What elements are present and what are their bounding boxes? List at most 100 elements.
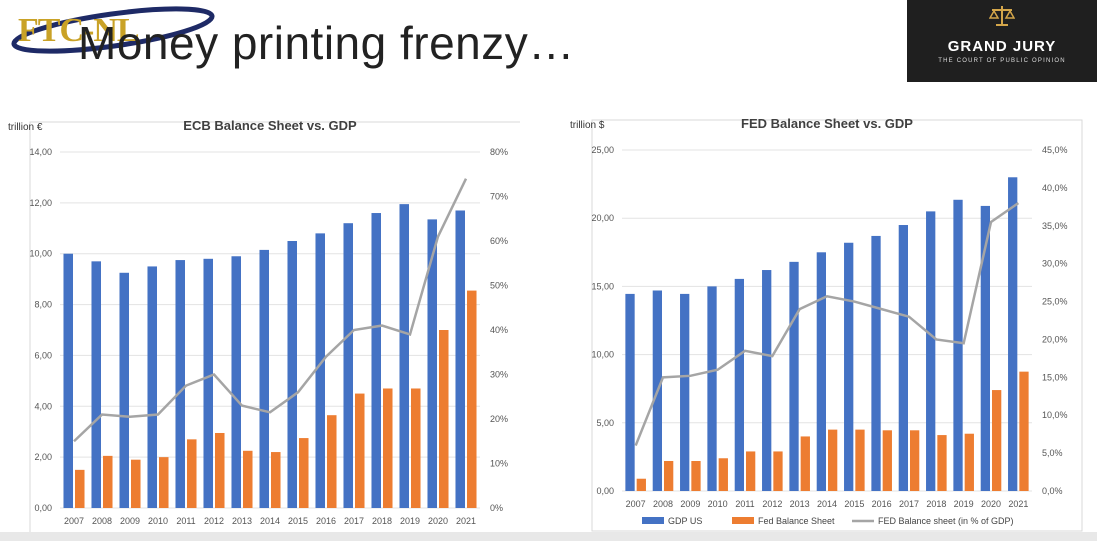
ftc-nl-logo-text: FTC-NL <box>18 12 140 49</box>
chart1-x-tick-label: 2021 <box>456 516 476 526</box>
chart2-y-axis-label: trillion $ <box>570 120 605 131</box>
chart2-x-tick-label: 2016 <box>872 499 892 509</box>
chart1-gdp-bar <box>455 210 465 508</box>
chart1-y-tick-label: 0,00 <box>34 503 52 513</box>
chart1-gdp-bar <box>175 260 185 508</box>
chart2-x-tick-label: 2021 <box>1008 499 1028 509</box>
chart2-balance-bar <box>992 390 1002 491</box>
grand-jury-tagline: THE COURT OF PUBLIC OPINION <box>938 58 1066 64</box>
chart2-y-tick-label: 5,00 <box>596 418 614 428</box>
fed-chart: 0,00 5,00 10,00 15,00 20,00 25,00 0,0% 5,0% 10,0… <box>570 116 1083 532</box>
chart2-gdp-bar <box>1008 177 1018 491</box>
chart2-gdp-bar <box>898 225 908 491</box>
slide-title: Money printing frenzy… <box>78 17 575 69</box>
chart1-gdp-bar <box>91 261 101 508</box>
chart2-gdp-bar <box>789 261 799 491</box>
chart2-x-tick-label: 2008 <box>653 499 673 509</box>
chart2-balance-bar <box>718 458 728 491</box>
chart1-gdp-bar <box>63 253 73 508</box>
chart1-y-tick-label: 10,00 <box>29 249 52 259</box>
chart1-x-tick-label: 2009 <box>120 516 140 526</box>
chart2-frame <box>591 119 1083 532</box>
chart2-x-tick-label: 2018 <box>926 499 946 509</box>
chart1-balance-bar <box>383 388 393 508</box>
chart2-x-tick-label: 2011 <box>735 499 754 509</box>
chart1-balance-bar <box>439 330 449 508</box>
chart1-balance-bar <box>299 438 309 508</box>
chart1-y-tick-label: 6,00 <box>34 350 52 360</box>
chart2-y2-tick-label: 15,0% <box>1042 372 1068 382</box>
chart2-x-tick-label: 2017 <box>899 499 919 509</box>
chart1-y2-tick-label: 50% <box>490 281 508 291</box>
chart1-y2-tick-label: 40% <box>490 325 508 335</box>
chart2-x-tick-label: 2015 <box>844 499 864 509</box>
chart2-balance-bar <box>855 429 865 491</box>
chart1-balance-bar <box>271 452 281 508</box>
chart1-balance-bar <box>159 457 169 508</box>
ftc-nl-logo <box>11 6 215 54</box>
chart1-gdp-bar <box>399 204 409 508</box>
chart2-balance-bar <box>964 433 974 491</box>
chart2-y2-tick-label: 40,0% <box>1042 183 1068 193</box>
chart2-x-tick-label: 2014 <box>817 499 837 509</box>
chart1-title: ECB Balance Sheet vs. GDP <box>183 118 357 133</box>
chart1-x-tick-label: 2019 <box>400 516 420 526</box>
chart1-gdp-bar <box>371 213 381 508</box>
chart2-x-tick-label: 2020 <box>981 499 1001 509</box>
chart2-balance-bar <box>746 451 756 491</box>
chart2-gdp-bar <box>734 278 744 491</box>
chart2-gdp-bar <box>625 293 635 491</box>
chart2-gdp-bar <box>762 270 772 491</box>
chart1-balance-bar <box>75 469 85 508</box>
chart1-balance-bar <box>103 455 113 508</box>
bottom-bar <box>0 532 1097 541</box>
chart2-gdp-bar <box>844 242 854 491</box>
chart1-x-tick-label: 2011 <box>176 516 195 526</box>
grand-jury-logo: GRAND JURY THE COURT OF PUBLIC OPINION <box>907 0 1097 82</box>
chart2-balance-bar <box>937 435 947 491</box>
chart1-y2-tick-label: 80% <box>490 147 508 157</box>
chart1-y2-tick-label: 60% <box>490 236 508 246</box>
chart2-y-tick-label: 25,00 <box>591 145 614 155</box>
chart1-x-tick-label: 2013 <box>232 516 252 526</box>
chart2-x-tick-label: 2009 <box>680 499 700 509</box>
chart1-x-tick-label: 2008 <box>92 516 112 526</box>
chart2-balance-bar <box>773 451 783 491</box>
chart2-legend-swatch <box>732 517 754 524</box>
chart2-y-tick-label: 15,00 <box>591 281 614 291</box>
chart2-balance-bar <box>636 478 646 491</box>
chart1-y-tick-label: 14,00 <box>29 147 52 157</box>
chart2-x-tick-label: 2010 <box>708 499 728 509</box>
chart1-gdp-bar <box>231 256 241 508</box>
chart2-gdp-bar <box>926 211 936 491</box>
chart2-gdp-bar <box>707 286 717 491</box>
chart1-frame <box>29 121 520 535</box>
chart1-x-tick-label: 2017 <box>344 516 364 526</box>
chart2-legend-label: GDP US <box>668 516 702 526</box>
chart2-x-tick-label: 2007 <box>626 499 646 509</box>
chart1-y-tick-label: 2,00 <box>34 452 52 462</box>
grand-jury-name: GRAND JURY <box>947 38 1057 55</box>
chart1-y2-tick-label: 20% <box>490 414 508 424</box>
chart2-balance-bar <box>800 436 810 491</box>
chart1-gdp-bar <box>427 219 437 508</box>
chart2-x-tick-label: 2013 <box>790 499 810 509</box>
chart1-x-tick-label: 2007 <box>64 516 84 526</box>
chart2-legend-swatch <box>642 517 664 524</box>
chart2-y2-tick-label: 20,0% <box>1042 334 1068 344</box>
chart1-balance-bar <box>327 415 337 508</box>
chart1-balance-bar <box>467 290 477 508</box>
chart2-y-tick-label: 20,00 <box>591 213 614 223</box>
chart1-x-tick-label: 2012 <box>204 516 224 526</box>
chart2-gdp-bar <box>816 252 826 491</box>
chart1-balance-bar <box>131 459 141 508</box>
chart1-balance-bar <box>187 439 197 508</box>
chart2-y2-tick-label: 10,0% <box>1042 410 1068 420</box>
chart1-x-tick-label: 2015 <box>288 516 308 526</box>
chart1-y-tick-label: 8,00 <box>34 300 52 310</box>
chart2-balance-bar <box>828 429 838 491</box>
chart1-x-tick-label: 2016 <box>316 516 336 526</box>
chart1-gdp-bar <box>259 249 269 508</box>
logo-ring <box>11 6 215 54</box>
chart1-y2-tick-label: 30% <box>490 370 508 380</box>
